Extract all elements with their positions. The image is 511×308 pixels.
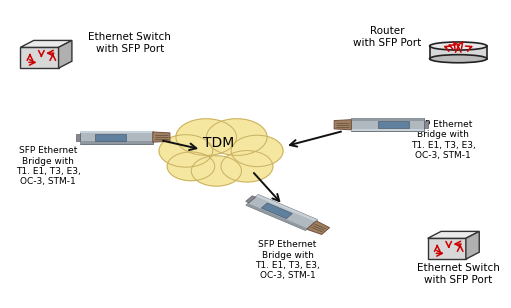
Circle shape: [221, 151, 273, 182]
Polygon shape: [424, 121, 428, 128]
Polygon shape: [352, 118, 424, 121]
Polygon shape: [153, 132, 170, 142]
Polygon shape: [80, 131, 153, 133]
Polygon shape: [428, 231, 479, 238]
Polygon shape: [334, 120, 352, 130]
Polygon shape: [59, 40, 72, 68]
Ellipse shape: [430, 42, 487, 50]
Polygon shape: [20, 40, 72, 47]
Circle shape: [191, 156, 242, 186]
Polygon shape: [246, 195, 318, 230]
Polygon shape: [80, 141, 153, 144]
Circle shape: [206, 119, 267, 156]
Polygon shape: [261, 203, 292, 219]
Circle shape: [176, 119, 237, 156]
Polygon shape: [246, 196, 256, 203]
Text: Router
with SFP Port: Router with SFP Port: [353, 26, 421, 48]
Text: TDM: TDM: [203, 136, 235, 150]
Polygon shape: [466, 231, 479, 259]
Polygon shape: [352, 118, 424, 131]
Polygon shape: [256, 195, 318, 222]
Polygon shape: [352, 129, 424, 131]
Text: Ethernet Switch
with SFP Port: Ethernet Switch with SFP Port: [88, 32, 171, 54]
Circle shape: [159, 135, 213, 167]
Polygon shape: [76, 134, 80, 140]
Polygon shape: [378, 121, 409, 128]
Polygon shape: [428, 238, 466, 259]
Polygon shape: [430, 46, 487, 59]
Ellipse shape: [430, 55, 487, 63]
Text: SFP Ethernet
Bridge with
T1. E1, T3, E3,
OC-3, STM-1: SFP Ethernet Bridge with T1. E1, T3, E3,…: [256, 240, 320, 280]
Polygon shape: [96, 134, 126, 140]
Circle shape: [167, 152, 215, 181]
Polygon shape: [307, 221, 330, 234]
Circle shape: [231, 135, 283, 167]
Polygon shape: [80, 131, 153, 144]
Text: Ethernet Switch
with SFP Port: Ethernet Switch with SFP Port: [417, 263, 500, 285]
Text: SFP Ethernet
Bridge with
T1. E1, T3, E3,
OC-3, STM-1: SFP Ethernet Bridge with T1. E1, T3, E3,…: [16, 146, 81, 186]
Text: SFP Ethernet
Bridge with
T1. E1, T3, E3,
OC-3, STM-1: SFP Ethernet Bridge with T1. E1, T3, E3,…: [411, 120, 475, 160]
Polygon shape: [20, 47, 59, 68]
Polygon shape: [246, 203, 308, 230]
